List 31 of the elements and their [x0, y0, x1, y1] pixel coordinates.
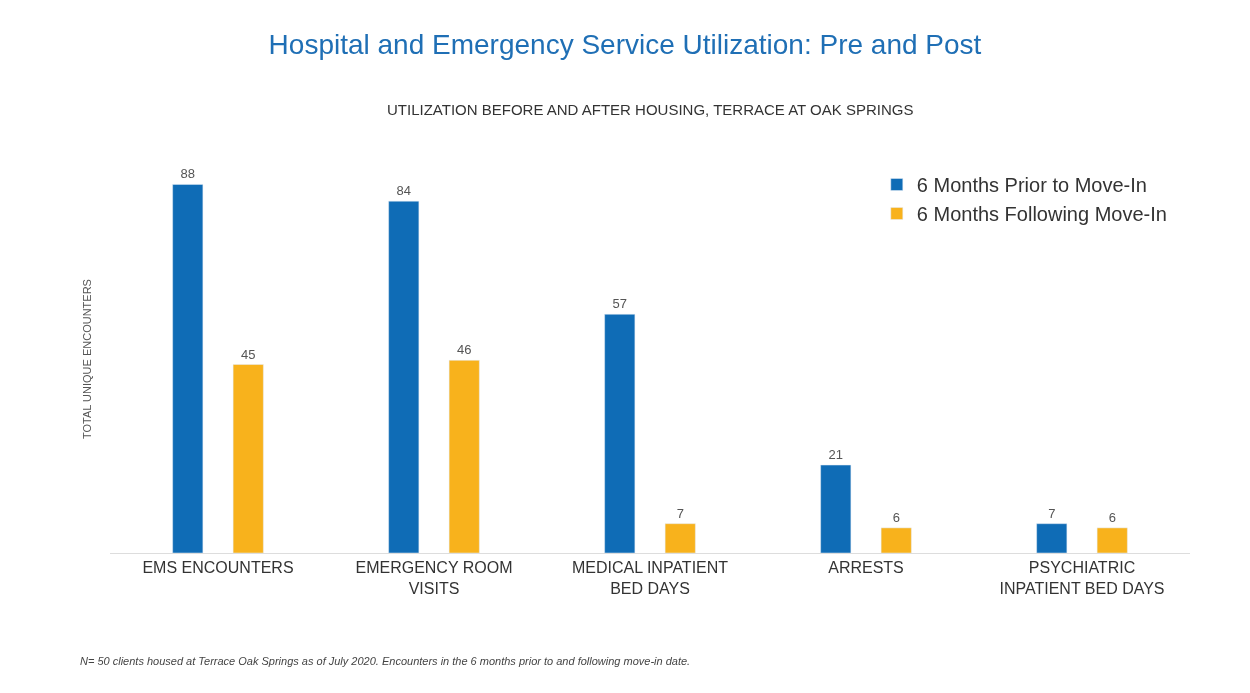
bar [604, 314, 636, 553]
bar [232, 364, 264, 553]
text: N= 50 clients housed at Terrace Oak Springs as of July 2020. Encounters in the 6 months prior to and following move-in date. [80, 655, 691, 667]
data-label: 57 [612, 296, 627, 312]
legend-label: 6 Months Following Move-In [916, 203, 1167, 226]
bar [388, 200, 420, 553]
bar [664, 523, 696, 553]
x-tick-label: MEDICAL INPATIENT BED DAYS [571, 559, 729, 597]
data-label: 6 [892, 509, 900, 525]
bar [820, 464, 852, 553]
bar [1036, 523, 1068, 553]
chart-subtitle: UTILIZATION BEFORE AND AFTER HOUSING, TERRACE AT OAK SPRINGS [387, 101, 914, 118]
data-label: 45 [241, 346, 256, 362]
data-label: 88 [180, 166, 195, 182]
bar [1096, 527, 1128, 553]
data-label: 7 [676, 505, 684, 521]
data-label: 7 [1048, 505, 1056, 521]
x-tick-label: EMERGENCY ROOM VISITS [355, 559, 513, 597]
data-label: 84 [396, 183, 411, 199]
y-axis-title: TOTAL UNIQUE ENCOUNTERS [80, 279, 93, 439]
legend-label: 6 Months Prior to Move-In [916, 174, 1147, 197]
chart-title: Hospital and Emergency Service Utilization: Pre and Post [268, 29, 982, 61]
bar [448, 360, 480, 553]
bar [172, 184, 204, 553]
x-tick-label: ARRESTS [828, 559, 904, 577]
data-label: 46 [457, 342, 472, 358]
x-tick-label: PSYCHIATRIC INPATIENT BED DAYS [999, 559, 1165, 597]
bar [880, 527, 912, 553]
x-tick-label: EMS ENCOUNTERS [142, 559, 294, 577]
data-label: 6 [1108, 509, 1116, 525]
data-label: 21 [828, 447, 843, 463]
